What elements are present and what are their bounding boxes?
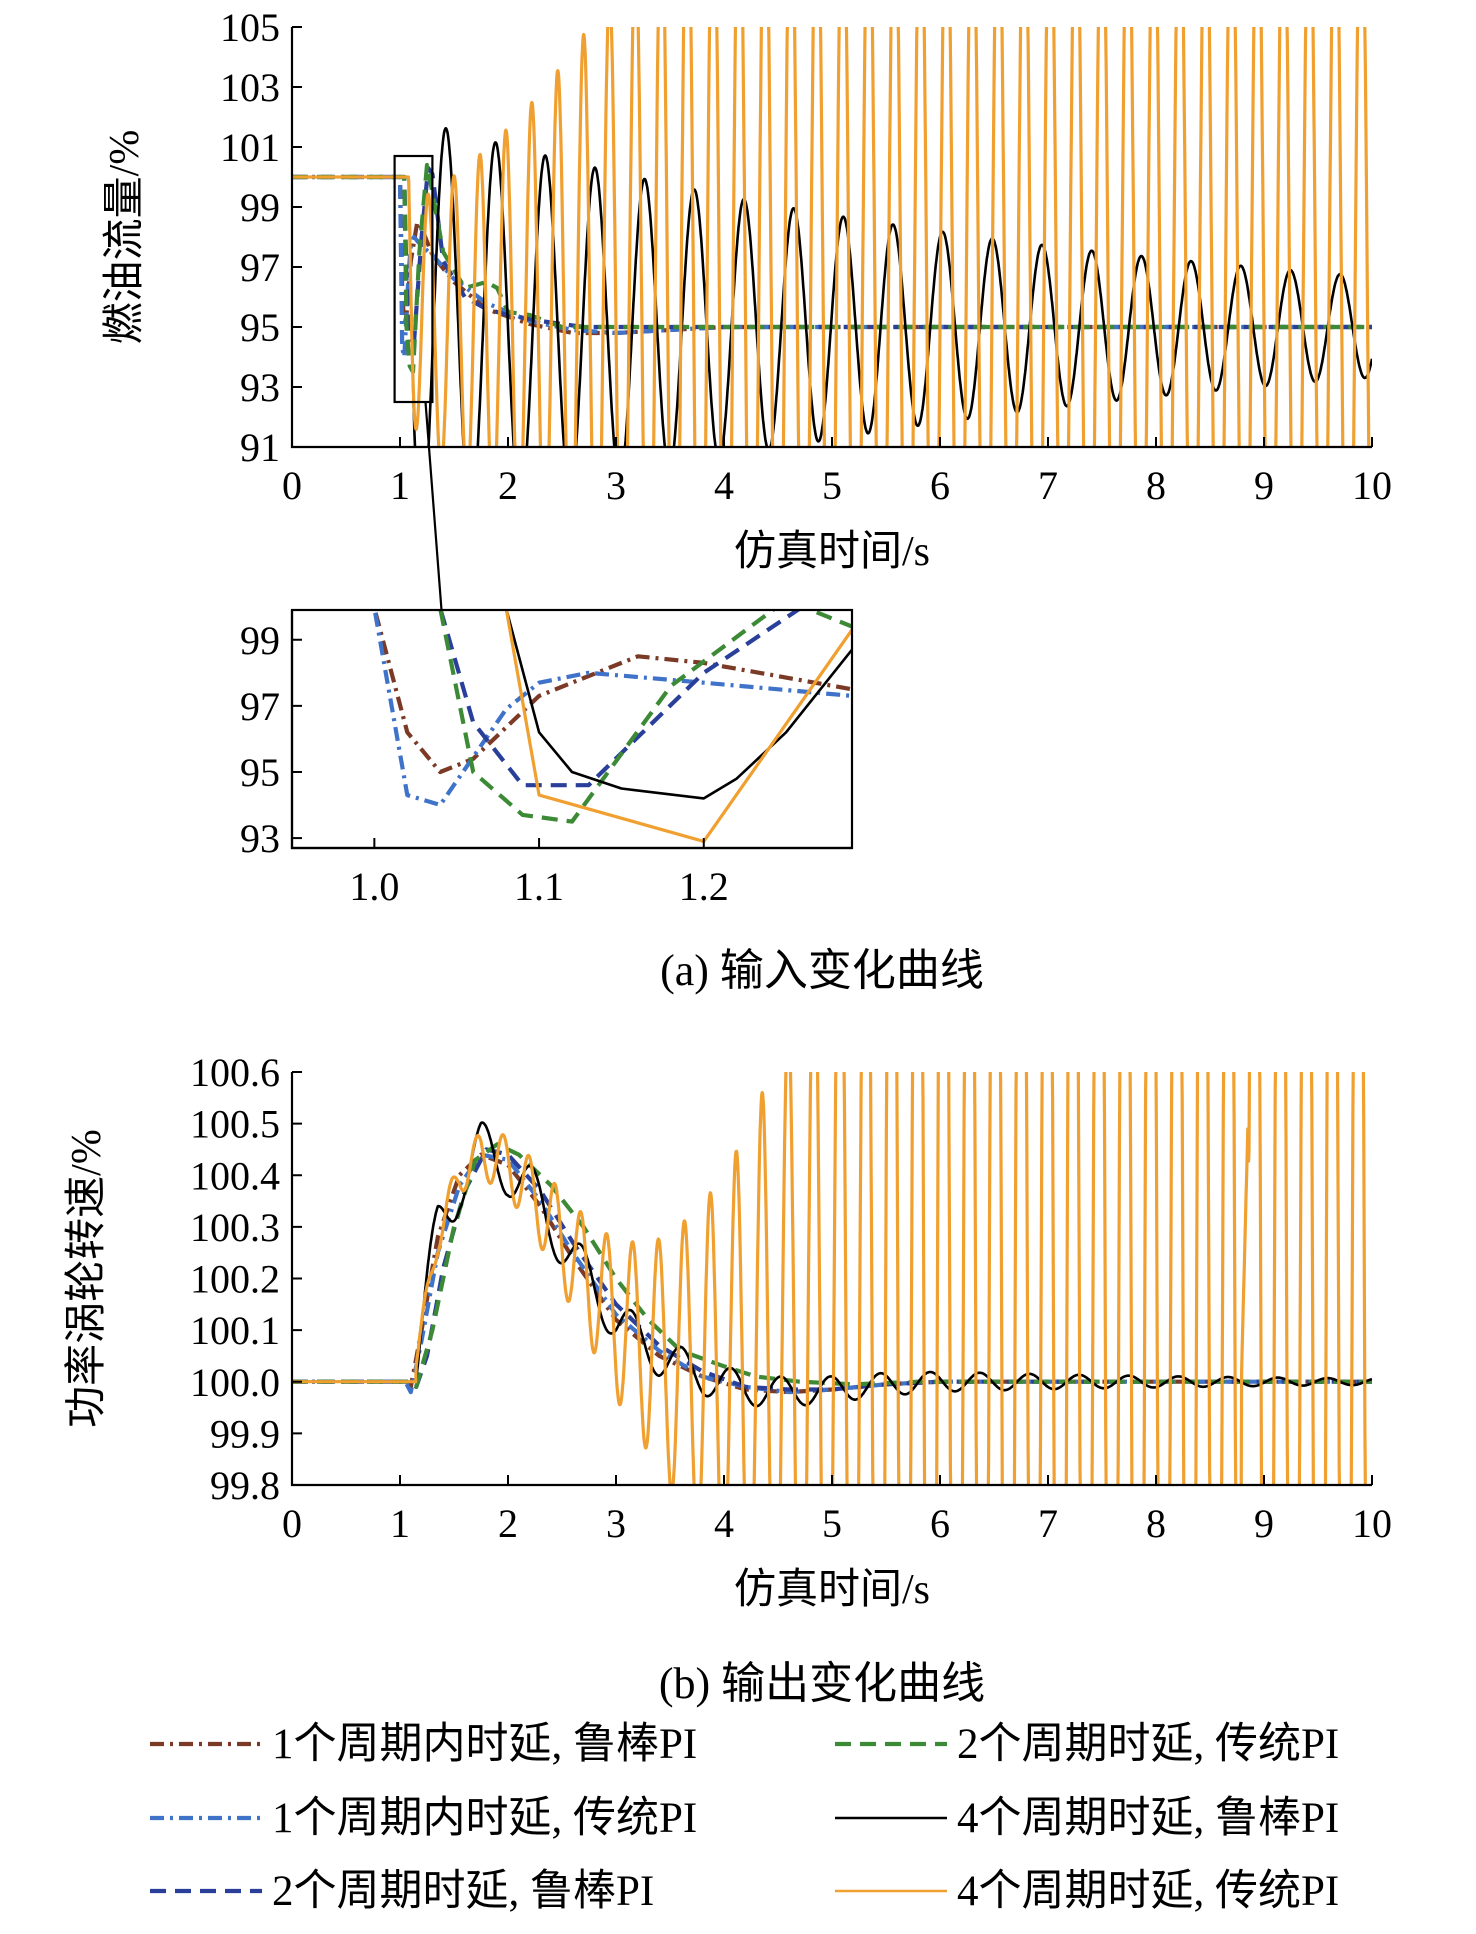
series-r5 <box>292 127 1372 447</box>
chart-a-zoom: 1.0 1.1 1.2 93 95 97 99 <box>240 608 854 909</box>
y-axis-title: 燃油流量/% <box>102 130 148 345</box>
y-axis-title: 功率涡轮转速/% <box>63 1129 110 1428</box>
x-tick-label: 1.1 <box>514 864 564 909</box>
y-tick-label: 100.2 <box>190 1257 280 1302</box>
y-tick-label: 97 <box>240 684 280 729</box>
series-r5 <box>505 610 852 800</box>
x-tick-label: 6 <box>930 463 950 508</box>
series-r6 <box>292 27 1371 447</box>
x-axis-title: 仿真时间/s <box>734 529 930 575</box>
x-tick-label: 1.0 <box>349 864 399 909</box>
legend-label-r2: 1个周期内时延, 传统PI <box>272 1795 697 1842</box>
x-tick-label: 0 <box>282 463 302 508</box>
y-tick-label: 100.5 <box>190 1102 280 1147</box>
x-tick-label: 1 <box>390 1501 410 1546</box>
zoom-region-box <box>393 154 434 404</box>
chart-a-main: 0 1 2 3 4 5 6 7 8 9 10 91 93 95 97 99 101 103 105 仿真时间/s 燃油流… <box>102 5 1392 611</box>
legend-label-r5: 4个周期时延, 鲁棒PI <box>957 1795 1339 1842</box>
y-tick-label: 93 <box>240 816 280 861</box>
x-tick-label: 8 <box>1146 1501 1166 1546</box>
y-tick-label: 101 <box>220 125 280 170</box>
y-tick-label: 99 <box>240 185 280 230</box>
x-tick-label: 5 <box>822 463 842 508</box>
series-r3 <box>292 610 802 788</box>
x-tick-label: 4 <box>714 1501 734 1546</box>
caption-a: (a) 输入变化曲线 <box>660 946 984 995</box>
series-r2 <box>292 174 1372 360</box>
x-tick-label: 3 <box>606 1501 626 1546</box>
y-tick-label: 100.3 <box>190 1205 280 1250</box>
x-tick-label: 8 <box>1146 463 1166 508</box>
legend-label-r6: 4个周期时延, 传统PI <box>957 1868 1339 1915</box>
x-tick-label: 5 <box>822 1501 842 1546</box>
series-r4 <box>292 162 1372 375</box>
x-tick-label: 9 <box>1254 463 1274 508</box>
series-r4 <box>292 610 852 824</box>
x-tick-label: 10 <box>1352 1501 1392 1546</box>
x-tick-label: 2 <box>498 1501 518 1546</box>
legend-label-r3: 2个周期时延, 鲁棒PI <box>272 1868 654 1915</box>
x-tick-label: 1 <box>390 463 410 508</box>
series-r2 <box>292 610 852 808</box>
zoom-connector-line <box>424 401 443 611</box>
series-r1 <box>292 610 852 775</box>
x-tick-label: 6 <box>930 1501 950 1546</box>
y-tick-label: 99.9 <box>210 1411 280 1456</box>
legend: 1个周期内时延, 鲁棒PI 2个周期时延, 传统PI 1个周期内时延, 传统PI 4个… <box>150 1721 1339 1915</box>
y-tick-label: 100.1 <box>190 1308 280 1353</box>
x-tick-label: 7 <box>1038 1501 1058 1546</box>
x-tick-label: 2 <box>498 463 518 508</box>
y-tick-label: 99.8 <box>210 1463 280 1508</box>
y-tick-label: 95 <box>240 305 280 350</box>
x-tick-label: 0 <box>282 1501 302 1546</box>
y-tick-label: 97 <box>240 245 280 290</box>
zoom-frame <box>290 608 854 850</box>
y-tick-label: 105 <box>220 5 280 50</box>
y-tick-label: 103 <box>220 65 280 110</box>
y-tick-label: 99 <box>240 618 280 663</box>
x-tick-label: 9 <box>1254 1501 1274 1546</box>
axes <box>290 610 852 850</box>
x-tick-label: 4 <box>714 463 734 508</box>
x-tick-label: 3 <box>606 463 626 508</box>
x-tick-label: 7 <box>1038 463 1058 508</box>
series-r6 <box>504 610 852 843</box>
legend-label-r1: 1个周期内时延, 鲁棒PI <box>272 1721 697 1768</box>
y-tick-label: 100.6 <box>190 1050 280 1095</box>
x-tick-label: 1.2 <box>679 864 729 909</box>
caption-b: (b) 输出变化曲线 <box>659 1659 985 1708</box>
x-tick-label: 10 <box>1352 463 1392 508</box>
y-tick-label: 95 <box>240 750 280 795</box>
x-axis-title: 仿真时间/s <box>734 1567 930 1613</box>
legend-label-r4: 2个周期时延, 传统PI <box>957 1721 1339 1768</box>
y-tick-label: 91 <box>240 425 280 470</box>
y-tick-label: 100.4 <box>190 1153 280 1198</box>
series-r6 <box>292 1072 1367 1485</box>
y-tick-label: 93 <box>240 365 280 410</box>
y-tick-label: 100.0 <box>190 1360 280 1405</box>
chart-b-main: 0 1 2 3 4 5 6 7 8 9 10 99.8 99.9 100.0 100.1 100.2 100.3… <box>63 1050 1392 1613</box>
